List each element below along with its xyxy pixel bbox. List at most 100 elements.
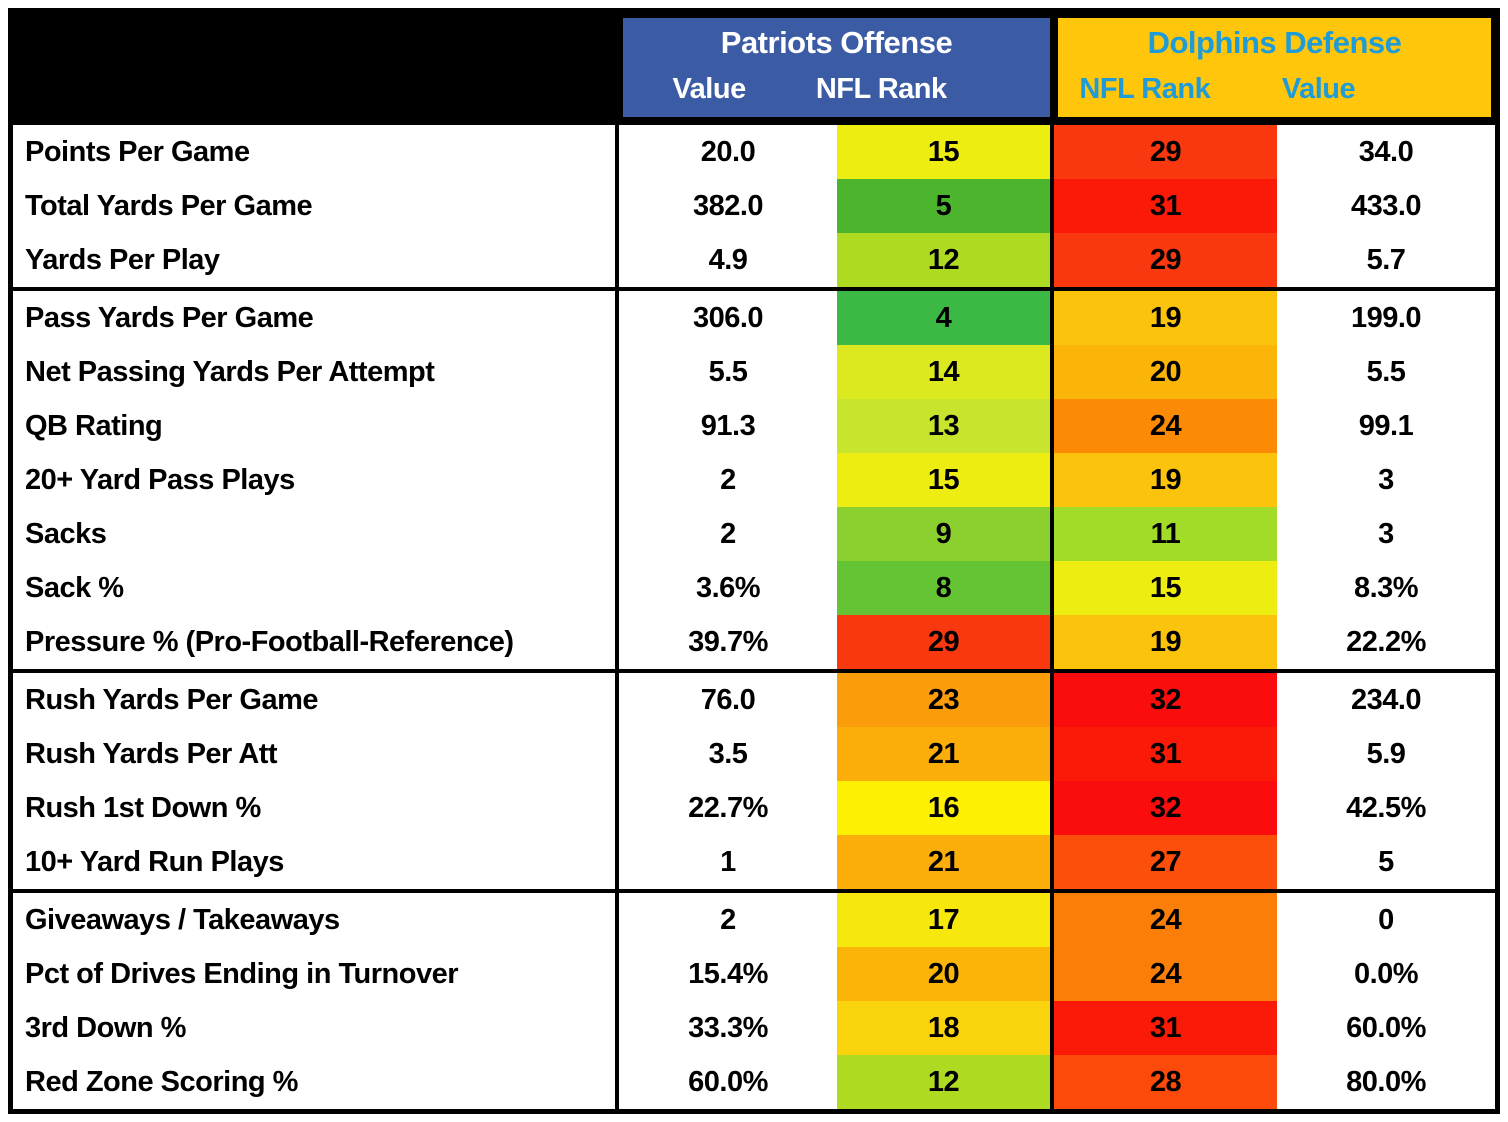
- offense-value-cell: 3.6%: [695, 571, 761, 604]
- defense-value-cell: 3: [1378, 517, 1394, 550]
- defense-value-cell: 22.2%: [1346, 625, 1426, 658]
- dolphins-defense-title: Dolphins Defense: [1147, 24, 1402, 60]
- offense-rank-cell: 29: [837, 615, 1054, 669]
- stat-name-cell: QB Rating: [13, 399, 619, 453]
- stat-name-cell: Pressure % (Pro-Football-Reference): [13, 615, 619, 669]
- defense-rank-cell: 24: [1054, 947, 1277, 1001]
- stat-name-cell: Points Per Game: [13, 125, 619, 179]
- table-row: Red Zone Scoring % 60.0% 12 28 80.0%: [13, 1055, 1495, 1109]
- patriots-offense-title: Patriots Offense: [720, 24, 953, 60]
- defense-value-cell: 5.5: [1366, 355, 1406, 388]
- defense-value-cell: 42.5%: [1346, 791, 1426, 824]
- table-row: Net Passing Yards Per Attempt 5.5 14 20 5.5: [13, 345, 1495, 399]
- offense-rank-cell: 12: [837, 233, 1054, 287]
- defense-rank-cell: 11: [1054, 507, 1277, 561]
- offense-value-cell: 20.0: [700, 135, 756, 168]
- defense-rank-cell: 24: [1054, 399, 1277, 453]
- offense-rank-cell: 9: [837, 507, 1054, 561]
- defense-value-cell: 3: [1378, 463, 1394, 496]
- table-body: Points Per Game 20.0 15 29 34.0 Total Yards P…: [13, 121, 1495, 1109]
- stat-name-cell: Total Yards Per Game: [13, 179, 619, 233]
- patriots-offense-header: Patriots Offense Value NFL Rank: [619, 13, 1054, 121]
- offense-rank-cell: 21: [837, 835, 1054, 889]
- defense-rank-cell: 15: [1054, 561, 1277, 615]
- stat-name-cell: Net Passing Yards Per Attempt: [13, 345, 619, 399]
- offense-rank-cell: 20: [837, 947, 1054, 1001]
- stat-name-cell: Sacks: [13, 507, 619, 561]
- offense-value-cell: 3.5: [708, 737, 748, 770]
- table-header: Patriots Offense Value NFL Rank Dolphins…: [13, 13, 1495, 121]
- defense-rank-cell: 24: [1054, 893, 1277, 947]
- offense-rank-cell: 4: [837, 291, 1054, 345]
- defense-value-cell: 433.0: [1350, 189, 1422, 222]
- offense-value-cell: 382.0: [692, 189, 764, 222]
- offense-rank-cell: 23: [837, 673, 1054, 727]
- table-row: Rush 1st Down % 22.7% 16 32 42.5%: [13, 781, 1495, 835]
- stat-name-cell: Yards Per Play: [13, 233, 619, 287]
- defense-value-cell: 0.0%: [1353, 957, 1419, 990]
- offense-rank-cell: 12: [837, 1055, 1054, 1109]
- table-row: Yards Per Play 4.9 12 29 5.7: [13, 233, 1495, 287]
- defense-value-cell: 5: [1378, 845, 1394, 878]
- stat-name-cell: Rush Yards Per Att: [13, 727, 619, 781]
- defense-value-cell: 5.7: [1366, 243, 1406, 276]
- defense-rank-cell: 31: [1054, 179, 1277, 233]
- table-row: Points Per Game 20.0 15 29 34.0: [13, 121, 1495, 179]
- defense-rank-cell: 27: [1054, 835, 1277, 889]
- offense-value-cell: 4.9: [708, 243, 748, 276]
- stat-name-cell: Sack %: [13, 561, 619, 615]
- defense-rank-cell: 31: [1054, 727, 1277, 781]
- stat-name-cell: 20+ Yard Pass Plays: [13, 453, 619, 507]
- table-row: Giveaways / Takeaways 2 17 24 0: [13, 889, 1495, 947]
- defense-value-cell: 60.0%: [1346, 1011, 1426, 1044]
- dolphins-nfl-rank-column-label: NFL Rank: [1079, 72, 1211, 105]
- defense-rank-cell: 19: [1054, 453, 1277, 507]
- table-row: 3rd Down % 33.3% 18 31 60.0%: [13, 1001, 1495, 1055]
- table-row: Rush Yards Per Att 3.5 21 31 5.9: [13, 727, 1495, 781]
- defense-rank-cell: 31: [1054, 1001, 1277, 1055]
- defense-rank-cell: 32: [1054, 673, 1277, 727]
- patriots-nfl-rank-column-label: NFL Rank: [815, 72, 947, 105]
- defense-value-cell: 199.0: [1350, 301, 1422, 334]
- offense-value-cell: 306.0: [692, 301, 764, 334]
- offense-rank-cell: 18: [837, 1001, 1054, 1055]
- stat-name-cell: Giveaways / Takeaways: [13, 893, 619, 947]
- offense-rank-cell: 16: [837, 781, 1054, 835]
- table-row: Pass Yards Per Game 306.0 4 19 199.0: [13, 287, 1495, 345]
- offense-rank-cell: 21: [837, 727, 1054, 781]
- stats-comparison-table: Patriots Offense Value NFL Rank Dolphins…: [8, 8, 1500, 1114]
- table-row: Total Yards Per Game 382.0 5 31 433.0: [13, 179, 1495, 233]
- offense-rank-cell: 8: [837, 561, 1054, 615]
- defense-value-cell: 234.0: [1350, 683, 1422, 716]
- offense-rank-cell: 14: [837, 345, 1054, 399]
- defense-rank-cell: 19: [1054, 291, 1277, 345]
- offense-value-cell: 2: [720, 903, 736, 936]
- table-row: Sack % 3.6% 8 15 8.3%: [13, 561, 1495, 615]
- table-row: Pct of Drives Ending in Turnover 15.4% 20 2…: [13, 947, 1495, 1001]
- stat-name-cell: Rush Yards Per Game: [13, 673, 619, 727]
- table-row: QB Rating 91.3 13 24 99.1: [13, 399, 1495, 453]
- defense-value-cell: 8.3%: [1353, 571, 1419, 604]
- table-row: 10+ Yard Run Plays 1 21 27 5: [13, 835, 1495, 889]
- offense-rank-cell: 13: [837, 399, 1054, 453]
- defense-value-cell: 5.9: [1366, 737, 1406, 770]
- offense-value-cell: 22.7%: [688, 791, 768, 824]
- offense-value-cell: 15.4%: [688, 957, 768, 990]
- offense-rank-cell: 15: [837, 125, 1054, 179]
- defense-value-cell: 34.0: [1358, 135, 1414, 168]
- offense-value-cell: 91.3: [700, 409, 756, 442]
- defense-value-cell: 99.1: [1358, 409, 1414, 442]
- offense-value-cell: 5.5: [708, 355, 748, 388]
- offense-rank-cell: 17: [837, 893, 1054, 947]
- defense-rank-cell: 29: [1054, 233, 1277, 287]
- table-row: Pressure % (Pro-Football-Reference) 39.7%…: [13, 615, 1495, 669]
- defense-rank-cell: 28: [1054, 1055, 1277, 1109]
- patriots-value-column-label: Value: [672, 72, 746, 105]
- offense-rank-cell: 15: [837, 453, 1054, 507]
- stat-name-cell: Pct of Drives Ending in Turnover: [13, 947, 619, 1001]
- stat-name-cell: Rush 1st Down %: [13, 781, 619, 835]
- defense-value-cell: 80.0%: [1346, 1065, 1426, 1098]
- dolphins-defense-header: Dolphins Defense NFL Rank Value: [1054, 13, 1495, 121]
- offense-value-cell: 33.3%: [688, 1011, 768, 1044]
- corner-black-cell: [13, 13, 619, 121]
